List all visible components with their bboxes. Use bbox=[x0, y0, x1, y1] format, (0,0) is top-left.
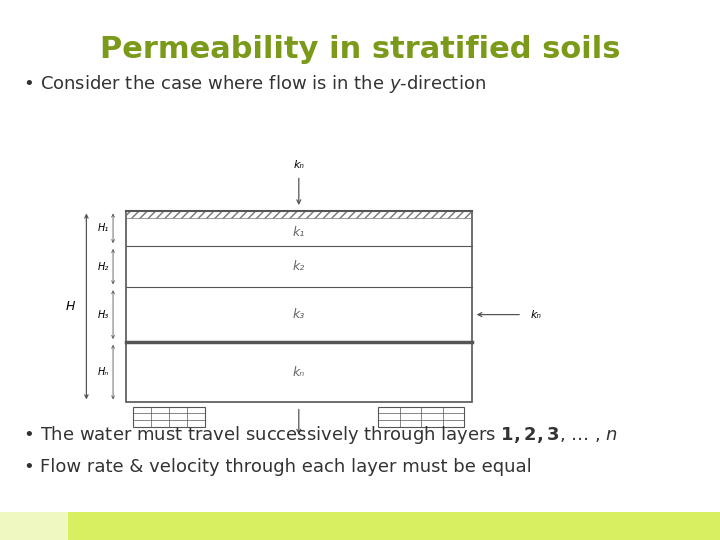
Text: H: H bbox=[66, 300, 76, 313]
Text: Flow rate & velocity through each layer must be equal: Flow rate & velocity through each layer … bbox=[40, 458, 531, 476]
Text: •: • bbox=[23, 458, 34, 476]
Bar bbox=[133, 407, 205, 427]
Text: H₁: H₁ bbox=[98, 224, 109, 233]
Text: •: • bbox=[23, 75, 34, 93]
Text: Hₙ: Hₙ bbox=[98, 367, 109, 377]
Text: •: • bbox=[23, 426, 34, 444]
Bar bbox=[0, 512, 68, 540]
Text: kₙ: kₙ bbox=[293, 160, 305, 170]
Text: kₙ: kₙ bbox=[531, 309, 541, 320]
Bar bbox=[126, 211, 472, 402]
Text: H₃: H₃ bbox=[98, 309, 109, 320]
Text: Consider the case where flow is in the $y$-direction: Consider the case where flow is in the $… bbox=[40, 73, 485, 94]
Text: k₂: k₂ bbox=[292, 260, 305, 273]
Text: k₃: k₃ bbox=[292, 308, 305, 321]
Bar bbox=[126, 211, 472, 218]
Text: The water must travel successively through layers $\mathbf{1, 2, 3}$, … , $n$: The water must travel successively throu… bbox=[40, 424, 618, 446]
Bar bbox=[68, 512, 720, 540]
Bar bbox=[378, 407, 464, 427]
Text: k₁: k₁ bbox=[292, 226, 305, 239]
Text: kₙ: kₙ bbox=[292, 366, 305, 379]
Text: Permeability in stratified soils: Permeability in stratified soils bbox=[100, 35, 620, 64]
Text: H₂: H₂ bbox=[98, 262, 109, 272]
